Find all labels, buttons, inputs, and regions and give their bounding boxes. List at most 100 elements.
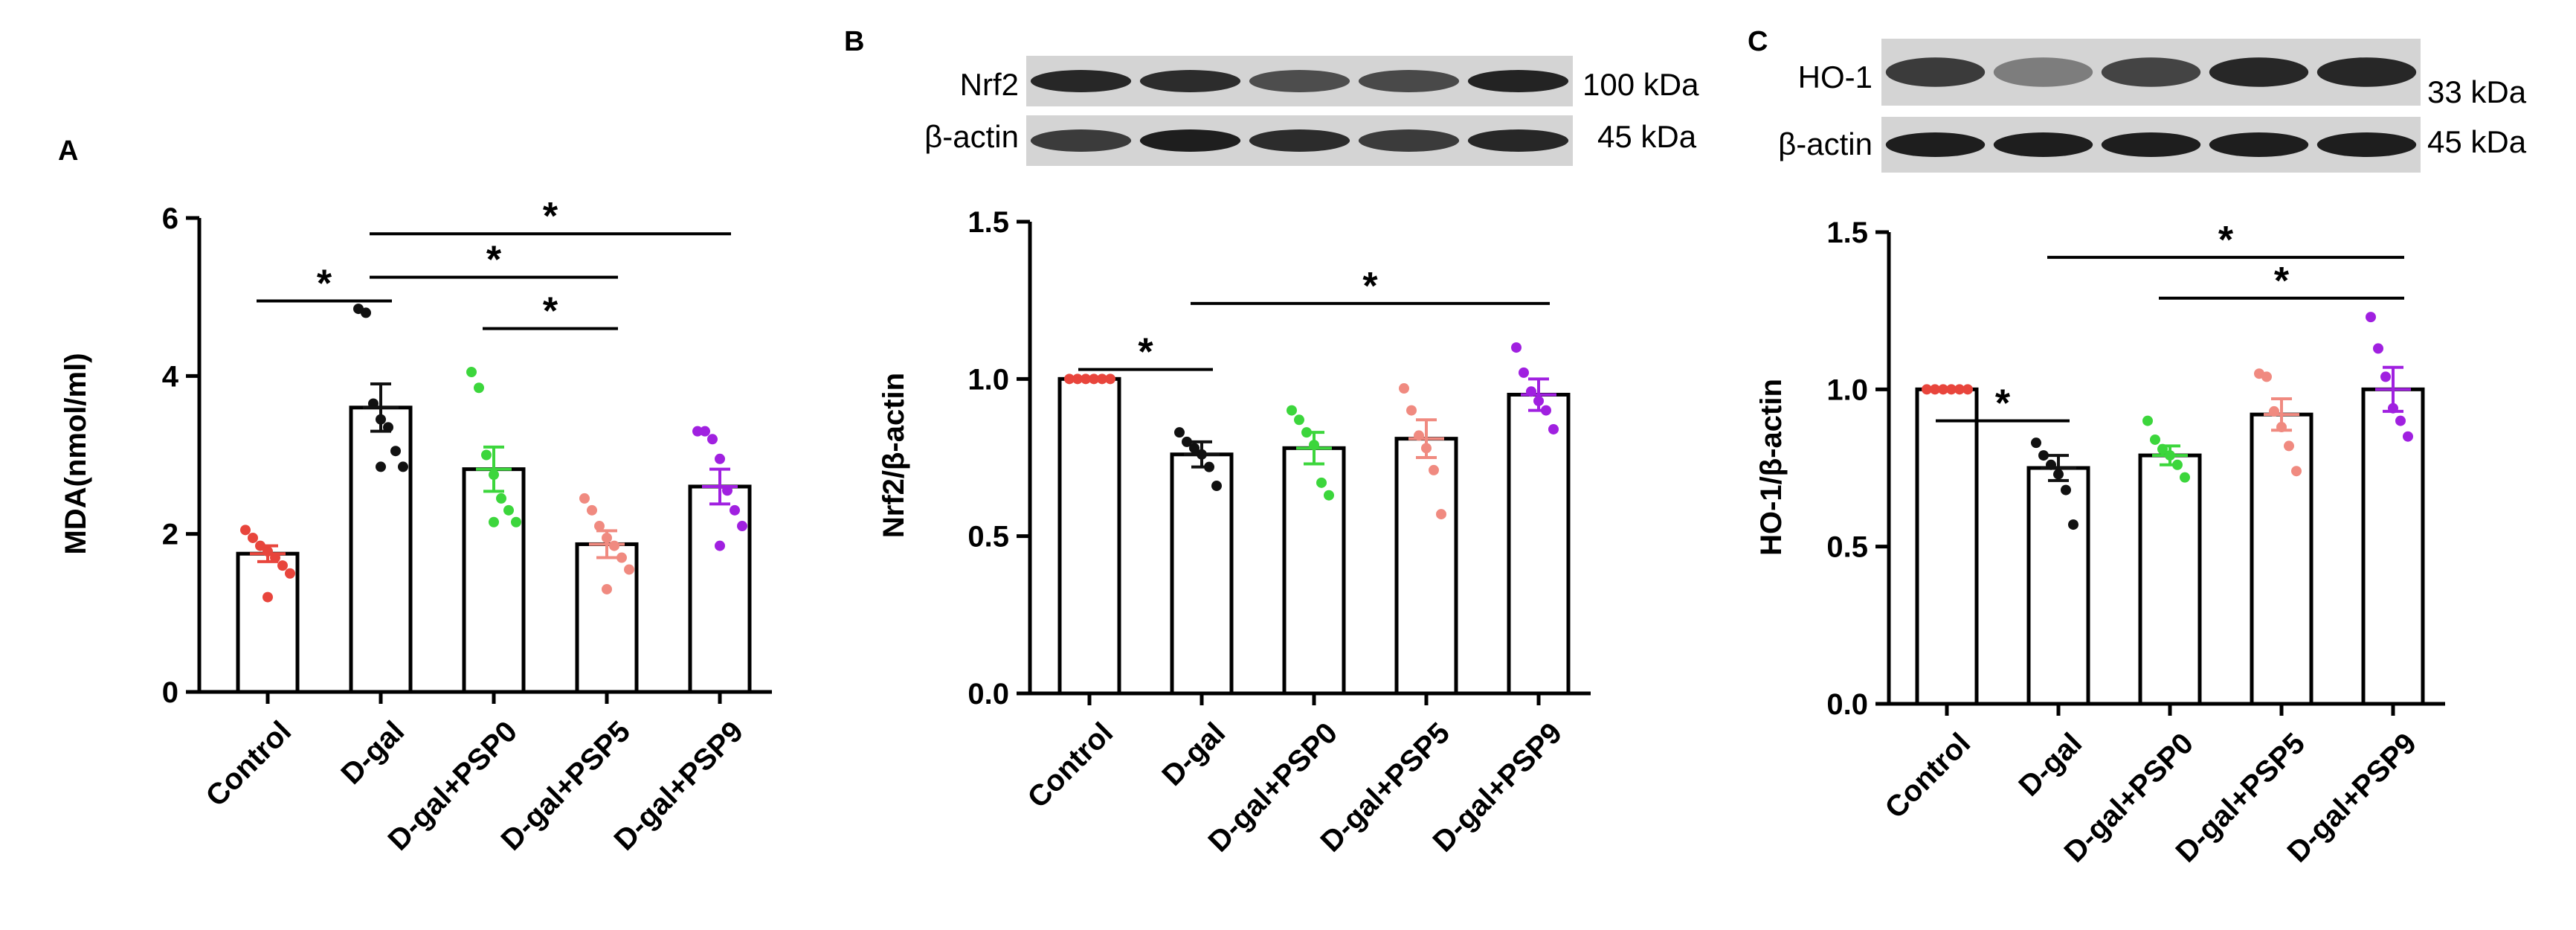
data-point-d-gal-psp9	[715, 540, 725, 551]
data-point-d-gal-psp5	[616, 552, 627, 563]
data-point-d-gal-psp0	[1287, 405, 1297, 416]
blot-size-nrf2: 100 kDa	[1582, 67, 1699, 102]
y-tick-label: 0.5	[1826, 531, 1868, 564]
data-point-d-gal-psp5	[602, 583, 612, 594]
data-point-d-gal-psp0	[496, 493, 506, 504]
data-point-d-gal-psp0	[2180, 472, 2190, 483]
bar-control	[1057, 376, 1121, 696]
data-point-d-gal-psp9	[2395, 415, 2406, 426]
significance-star: *	[543, 195, 558, 238]
data-point-d-gal-psp9	[707, 434, 718, 445]
bar-d-gal-psp9	[688, 484, 752, 694]
blot-band	[1467, 70, 1569, 92]
data-point-d-gal-psp9	[1511, 342, 1522, 353]
category-label-control: Control	[1022, 716, 1120, 815]
y-tick-label: 4	[162, 360, 179, 393]
blot-band	[1249, 70, 1350, 92]
data-point-d-gal-psp0	[481, 449, 492, 461]
data-point-d-gal	[2061, 484, 2071, 496]
panel-b: B Nrf2 100 kDa β-actin 45 kDa 0.0 0.5 1.0 1…	[844, 26, 1699, 859]
data-point-d-gal	[1211, 481, 1222, 492]
y-tick-label: 6	[162, 202, 178, 235]
blot-band	[2209, 132, 2309, 157]
blot-size-ho1: 33 kDa	[2427, 74, 2527, 109]
data-point-control	[1922, 384, 1932, 395]
significance-star: *	[317, 262, 332, 305]
bar-control	[1915, 387, 1979, 706]
blot-band	[1885, 57, 1986, 87]
bar-d-gal-psp0	[462, 467, 526, 694]
blot-band	[1993, 57, 2093, 87]
data-point-d-gal-psp5	[1429, 464, 1439, 475]
data-point-d-gal-psp5	[1406, 405, 1417, 416]
data-point-d-gal-psp5	[1436, 509, 1446, 520]
data-point-d-gal-psp9	[692, 426, 703, 437]
y-tick-label: 1.5	[967, 206, 1009, 239]
bar-d-gal-psp5	[2250, 412, 2313, 706]
panel-letter-b: B	[844, 26, 864, 57]
data-point-d-gal-psp5	[587, 504, 597, 516]
data-point-d-gal-psp5	[2291, 466, 2302, 477]
data-point-d-gal	[361, 307, 371, 318]
data-point-control	[285, 568, 295, 579]
data-point-d-gal	[376, 461, 386, 472]
y-tick-label: 2	[162, 519, 178, 551]
blot-size-actin-b: 45 kDa	[1597, 119, 1697, 154]
data-point-d-gal-psp0	[1324, 490, 1334, 501]
blot-band	[2209, 57, 2309, 87]
data-point-d-gal-psp0	[2150, 434, 2160, 445]
bar-d-gal	[2026, 466, 2090, 706]
data-point-d-gal-psp0	[1316, 477, 1327, 488]
blot-band	[1249, 129, 1350, 152]
data-point-d-gal-psp5	[594, 521, 605, 532]
data-point-control	[1064, 373, 1075, 385]
blot-protein-nrf2: Nrf2	[960, 67, 1019, 102]
data-point-d-gal-psp9	[2380, 371, 2391, 382]
data-point-d-gal	[2038, 450, 2049, 461]
bar-d-gal	[349, 405, 413, 694]
blot-band	[2316, 132, 2417, 157]
data-point-control	[263, 591, 273, 603]
data-point-d-gal-psp9	[715, 453, 725, 464]
bar-d-gal-psp0	[2138, 453, 2202, 706]
blot-band	[1358, 129, 1460, 152]
category-label-d-gal: D-gal	[2012, 727, 2088, 803]
significance-star: *	[1995, 382, 2011, 426]
data-point-control	[248, 532, 258, 543]
blot-protein-actin-b: β-actin	[924, 119, 1019, 154]
blot-protein-actin-c: β-actin	[1778, 126, 1873, 161]
y-tick-label: 1.5	[1826, 217, 1868, 249]
data-point-control	[277, 560, 288, 571]
y-tick-label: 0.5	[967, 521, 1009, 554]
blot-band	[1885, 132, 1986, 157]
significance-star: *	[486, 239, 502, 282]
y-tick-label: 0.0	[967, 678, 1009, 711]
data-point-d-gal-psp5	[2261, 371, 2272, 382]
data-point-d-gal-psp0	[466, 367, 477, 378]
data-point-d-gal-psp9	[737, 521, 747, 532]
bar-d-gal-psp0	[1282, 446, 1346, 696]
data-point-control	[1962, 384, 1973, 395]
data-point-control	[1105, 373, 1115, 385]
bar-d-gal-psp9	[1507, 392, 1571, 696]
category-label-d-gal: D-gal	[1156, 716, 1231, 792]
data-point-d-gal-psp9	[1548, 423, 1559, 434]
blot-band	[1467, 129, 1569, 152]
data-point-d-gal	[2031, 437, 2041, 449]
data-point-d-gal-psp0	[489, 516, 499, 527]
blot-protein-ho1: HO-1	[1798, 60, 1873, 94]
significance-star: *	[2274, 260, 2290, 303]
blot-band	[1993, 132, 2093, 157]
blot-size-actin-c: 45 kDa	[2427, 124, 2527, 159]
data-point-d-gal-psp9	[700, 426, 710, 437]
blot-band	[1358, 70, 1460, 92]
y-tick-label: 0.0	[1826, 688, 1868, 721]
y-axis-label: MDA(nmol/ml)	[59, 353, 92, 554]
data-point-d-gal-psp9	[730, 504, 740, 516]
y-tick-label: 1.0	[967, 363, 1009, 396]
panel-letter-a: A	[58, 135, 78, 167]
data-point-d-gal	[390, 446, 401, 457]
bar-d-gal	[1170, 452, 1234, 696]
